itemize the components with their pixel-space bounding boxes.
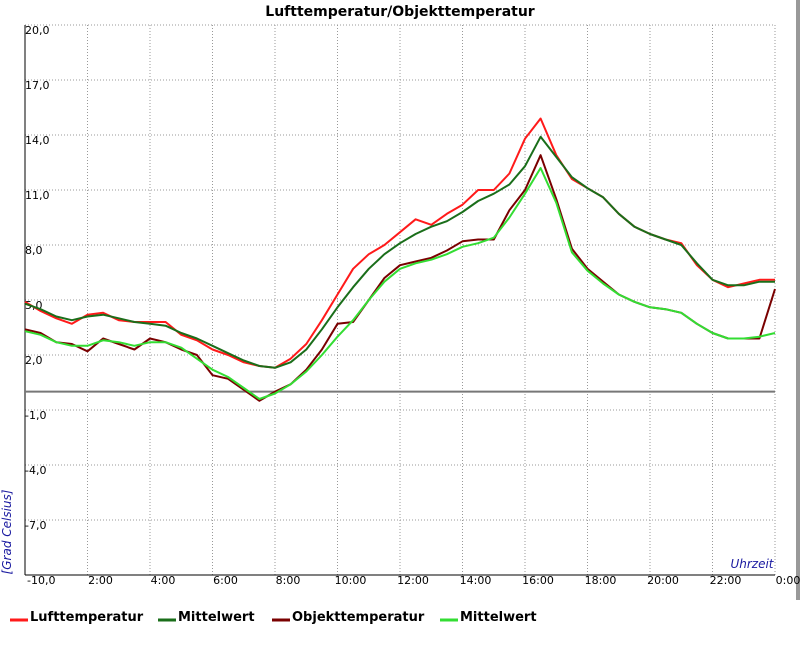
- chart-title: Lufttemperatur/Objekttemperatur: [265, 4, 535, 20]
- y-tick-label: 2,0: [25, 354, 43, 367]
- frame-edge: [796, 0, 800, 600]
- x-tick-label: 0:00: [776, 574, 800, 587]
- series-line: [24, 135, 775, 369]
- legend-label: Lufttemperatur: [30, 610, 144, 625]
- y-tick-label: 14,0: [25, 134, 50, 147]
- y-tick-label: 11,0: [25, 189, 50, 202]
- y-tick-label: 20,0: [25, 24, 50, 37]
- x-tick-label: 18:00: [585, 574, 617, 587]
- legend-label: Mittelwert: [178, 610, 255, 625]
- x-tick-label: 8:00: [276, 574, 301, 587]
- y-tick-label: 8,0: [25, 244, 43, 257]
- y-tick-label: -7,0: [25, 519, 46, 532]
- y-tick-label: 17,0: [25, 79, 50, 92]
- y-tick-label: -1,0: [25, 409, 46, 422]
- x-axis-label: Uhrzeit: [730, 557, 774, 571]
- x-tick-label: 22:00: [710, 574, 742, 587]
- y-tick-label: -10,0: [27, 574, 55, 587]
- x-tick-label: 6:00: [213, 574, 238, 587]
- x-tick-label: 4:00: [151, 574, 176, 587]
- x-tick-label: 20:00: [647, 574, 679, 587]
- x-tick-label: 12:00: [397, 574, 429, 587]
- x-tick-label: 16:00: [522, 574, 554, 587]
- x-tick-label: 14:00: [460, 574, 492, 587]
- y-axis-label: [Grad Celsius]: [0, 489, 14, 574]
- series-line: [24, 167, 776, 400]
- legend-label: Mittelwert: [460, 610, 537, 625]
- x-tick-label: 2:00: [88, 574, 113, 587]
- y-tick-label: -4,0: [25, 464, 46, 477]
- x-tick-label: 10:00: [335, 574, 367, 587]
- legend-label: Objekttemperatur: [292, 610, 425, 625]
